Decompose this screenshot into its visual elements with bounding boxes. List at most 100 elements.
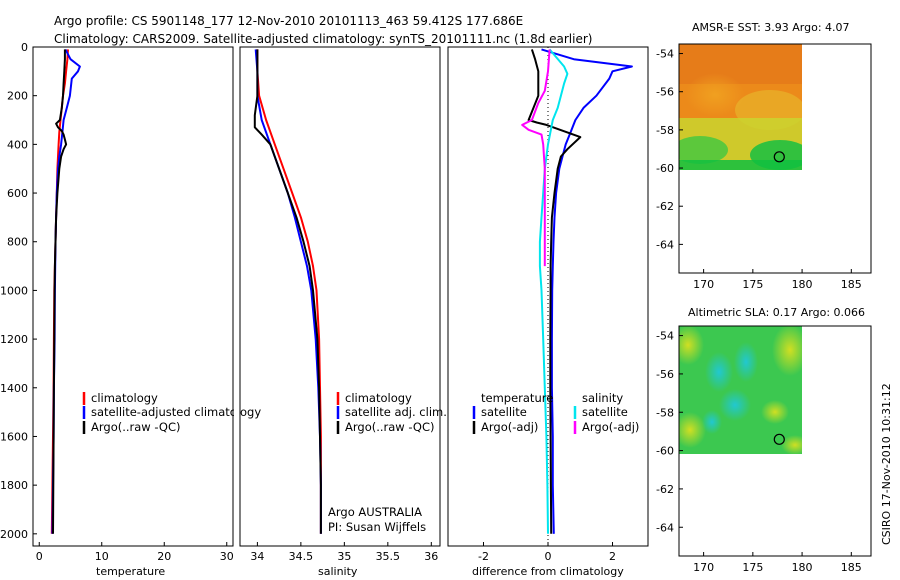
x-tick-label: 36 [424,550,438,563]
temperature-legend: climatology satellite-adjusted climatolo… [82,391,261,434]
sst-ticks: 170 175 180 185 -54 -56 -58 -60 -62 -64 [656,48,862,291]
legend-label-temp-satellite: satellite [481,405,527,419]
x-tick-label: 185 [841,561,862,574]
legend-clip-mask [234,388,240,438]
sst-argo-marker [773,151,785,163]
x-tick-label: 35 [337,550,351,563]
sst-cold-edge [679,160,802,170]
salinity-ticks: 34 34.5 35 35.5 36 [250,542,438,563]
x-tick-label: 2 [609,550,616,563]
sst-axes-box [678,43,872,274]
temperature-xlabel: temperature [96,565,165,578]
legend-heading-temperature: temperature [481,391,553,405]
y-tick-label: -64 [656,238,674,251]
salinity-panel: 34 34.5 35 35.5 36 salinity climatology sate… [239,46,447,578]
y-tick-label: 200 [7,90,28,103]
x-tick-label: 175 [742,278,763,291]
sla-low-4 [702,410,722,434]
sla-map-panel: Altimetric SLA: 0.17 Argo: 0.066 170 175 1… [656,306,872,574]
y-tick-label: -58 [656,406,674,419]
y-tick-label: 2000 [0,528,28,541]
x-tick-label: 0 [545,550,552,563]
y-tick-label: -62 [656,483,674,496]
legend-label-argo: Argo(..raw -QC) [345,420,435,434]
y-tick-label: 1600 [0,430,28,443]
temperature-ticks: 0 10 20 30 0 200 400 600 800 1000 1200 1400 1600 1800… [0,41,234,563]
sla-ticks: 170 175 180 185 -54 -56 -58 -60 -62 -64 [656,330,862,574]
x-tick-label: 20 [157,550,171,563]
legend-label-sal-argo: Argo(-adj) [582,420,639,434]
y-tick-label: -54 [656,48,674,61]
difference-ticks: -2 0 2 [478,542,616,563]
x-tick-label: 170 [693,278,714,291]
series-temperature-satellite [541,48,633,534]
sla-heatmap [679,326,802,454]
sla-axes-box [678,325,872,557]
credit-stamp: CSIRO 17-Nov-2010 10:31:12 [880,383,893,545]
argo-position-marker [773,151,785,163]
y-tick-label: -56 [656,368,674,381]
x-tick-label: 185 [841,278,862,291]
y-tick-label: 1000 [0,284,28,297]
y-tick-label: 0 [21,41,28,54]
legend-label-climatology: climatology [345,391,412,405]
y-tick-label: -56 [656,86,674,99]
sla-high-nw [679,326,704,365]
difference-legend: temperature satellite Argo(-adj) salinit… [472,391,639,434]
legend-label-satellite: satellite adj. clim. [345,405,447,419]
temperature-axes-box [32,46,234,547]
sst-warm-patch [685,73,745,117]
y-tick-label: -60 [656,162,674,175]
sla-low-3 [719,389,751,421]
legend-heading-salinity: salinity [582,391,623,405]
x-tick-label: 180 [792,278,813,291]
x-tick-label: 34 [250,550,264,563]
sst-cold-patch-west [679,136,728,164]
y-tick-label: -58 [656,124,674,137]
y-tick-label: -64 [656,521,674,534]
series-argo-raw-qc [253,49,322,534]
y-tick-label: -60 [656,445,674,458]
x-tick-label: 35.5 [376,550,401,563]
y-tick-label: 600 [7,187,28,200]
x-tick-label: 180 [792,561,813,574]
y-tick-label: 1200 [0,333,28,346]
temperature-panel: 0 10 20 30 0 200 400 600 800 1000 1200 1400 1600 1800… [0,41,261,578]
y-tick-label: -54 [656,330,674,343]
y-tick-label: 400 [7,138,28,151]
legend-label-satellite: satellite-adjusted climatology [91,405,261,419]
y-tick-label: 1400 [0,382,28,395]
salinity-axes-box [239,46,441,547]
argo-pi-label: PI: Susan Wijffels [328,520,426,534]
x-tick-label: 170 [693,561,714,574]
x-tick-label: 175 [742,561,763,574]
legend-label-climatology: climatology [91,391,158,405]
y-tick-label: -62 [656,200,674,213]
salinity-lines [253,49,322,534]
series-argo-raw-qc [52,49,68,534]
difference-xlabel: difference from climatology [472,565,624,578]
temperature-lines [50,48,81,534]
x-tick-label: 34.5 [289,550,314,563]
sst-map-title: AMSR-E SST: 3.93 Argo: 4.07 [692,21,850,34]
salinity-xlabel: salinity [318,565,358,578]
series-satellite-adj-clim [254,49,322,534]
header-line-1: Argo profile: CS 5901148_177 12-Nov-2010… [54,14,523,28]
difference-lines [521,48,633,534]
sla-high-center [761,400,789,424]
series-temperature-argo-adj [527,49,582,534]
sla-argo-marker [773,433,785,445]
header-line-2: Climatology: CARS2009. Satellite-adjuste… [54,32,592,46]
x-tick-label: -2 [478,550,489,563]
sla-low-2 [734,342,758,382]
difference-panel: -2 0 2 difference from climatology tempera… [447,46,649,578]
sst-map-panel: AMSR-E SST: 3.93 Argo: 4.07 170 175 180 185… [656,21,872,291]
salinity-legend: climatology satellite adj. clim. Argo(..… [336,391,447,434]
y-tick-label: 800 [7,236,28,249]
series-salinity-argo-adj [521,49,551,267]
argo-institution-label: Argo AUSTRALIA [328,505,422,519]
legend-label-sal-satellite: satellite [582,405,628,419]
x-tick-label: 10 [95,550,109,563]
series-salinity-satellite [538,48,569,534]
